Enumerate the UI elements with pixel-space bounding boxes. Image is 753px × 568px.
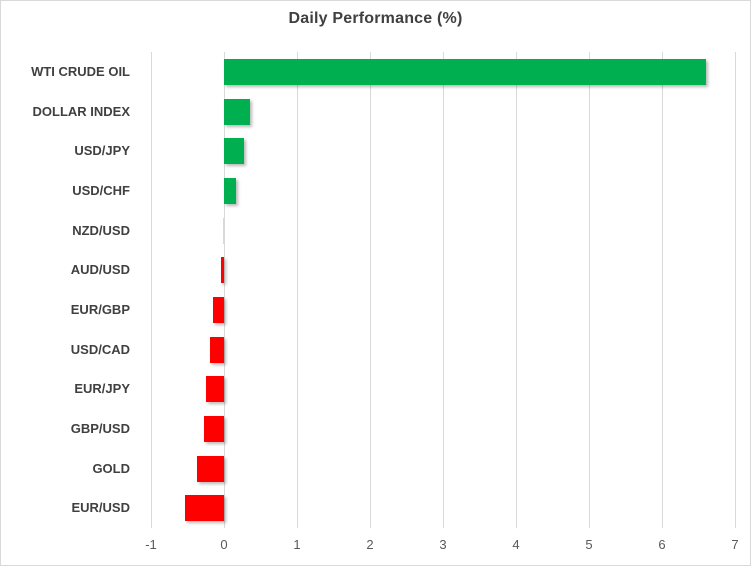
x-tick-label: -1 (145, 537, 157, 552)
x-tick-label: 4 (512, 537, 520, 552)
gridline (735, 52, 736, 528)
category-label: AUD/USD (70, 262, 130, 278)
gridline (297, 52, 298, 528)
gridline (516, 52, 517, 528)
category-label: WTI CRUDE OIL (31, 64, 130, 79)
bar-wti-crude-oil (224, 58, 706, 85)
gridline (370, 52, 371, 528)
category-axis: WTI CRUDE OIL DOLLAR INDEX USD/JPY USD/CHF N… (1, 52, 140, 528)
bar-gbp-usd (203, 415, 224, 442)
bar-eur-usd (185, 495, 224, 522)
gridline (589, 52, 590, 528)
bar-nzd-usd (223, 217, 224, 244)
category-label: USD/CAD (70, 341, 130, 357)
bar-eur-gbp (213, 296, 224, 323)
bar-usd-jpy (224, 138, 245, 165)
category-label: EUR/GBP (70, 302, 130, 317)
x-tick-label: 0 (220, 537, 228, 552)
category-label: EUR/USD (71, 500, 130, 516)
x-tick-label: 1 (293, 537, 301, 552)
gridline (151, 52, 152, 528)
category-label: USD/JPY (74, 143, 130, 159)
x-tick-label: 2 (366, 537, 374, 552)
x-axis: -1 0 1 2 3 4 5 6 7 (145, 537, 738, 559)
gridline (662, 52, 663, 528)
x-tick-label: 3 (439, 537, 447, 552)
x-tick-label: 7 (731, 537, 739, 552)
bar-aud-usd (221, 257, 224, 284)
x-tick-label: 5 (585, 537, 593, 552)
x-tick-label: 6 (658, 537, 666, 552)
plot-area (151, 52, 736, 528)
category-label: DOLLAR INDEX (32, 103, 131, 119)
category-label: NZD/USD (72, 222, 130, 238)
bar-eur-jpy (205, 376, 224, 403)
gridline (443, 52, 444, 528)
gridline (224, 52, 225, 528)
bar-gold (196, 455, 224, 482)
category-label: USD/CHF (72, 183, 130, 198)
chart-title: Daily Performance (%) (288, 10, 463, 27)
category-label: GOLD (92, 460, 130, 476)
bar-dollar-index (224, 98, 250, 125)
bar-usd-chf (224, 177, 237, 204)
category-label: GBP/USD (70, 421, 130, 436)
category-label: EUR/JPY (74, 381, 130, 397)
bar-usd-cad (210, 336, 224, 363)
